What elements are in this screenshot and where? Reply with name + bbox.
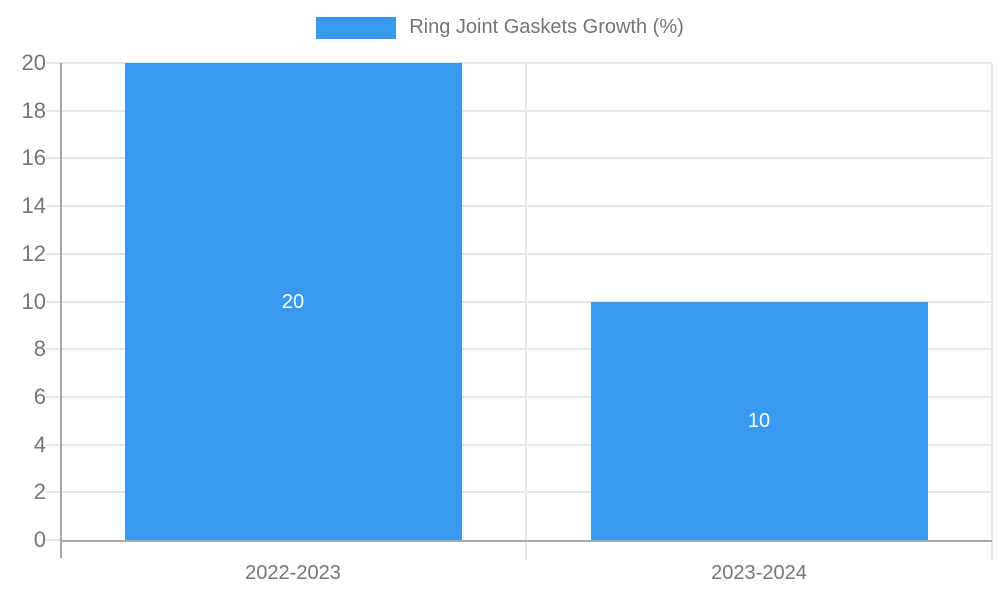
category-separator bbox=[525, 63, 527, 560]
y-tick-label: 2 bbox=[33, 479, 46, 505]
plot-area: 0 2 4 6 8 10 12 14 16 18 20 20 10 2022-2023 2023-2024 bbox=[22, 50, 993, 584]
bar: 10 bbox=[590, 301, 928, 540]
x-axis-line bbox=[60, 540, 992, 542]
category-separator bbox=[991, 63, 993, 560]
legend-label: Ring Joint Gaskets Growth (%) bbox=[409, 16, 684, 38]
y-tick-label: 16 bbox=[21, 145, 46, 171]
y-tick-mark bbox=[46, 300, 60, 303]
x-tick-label: 2022-2023 bbox=[245, 562, 341, 584]
bar-value-label: 10 bbox=[747, 409, 771, 432]
y-tick-mark bbox=[46, 348, 60, 351]
y-tick-label: 10 bbox=[21, 288, 46, 314]
bar: 20 bbox=[124, 63, 462, 540]
y-tick-mark bbox=[46, 395, 60, 398]
y-tick-mark bbox=[46, 62, 60, 64]
y-tick-label: 6 bbox=[33, 383, 46, 409]
y-tick-label: 14 bbox=[21, 193, 46, 219]
y-tick-mark bbox=[46, 205, 60, 208]
chart-legend: Ring Joint Gaskets Growth (%) bbox=[0, 16, 1000, 39]
y-tick-label: 4 bbox=[33, 431, 46, 457]
y-tick-mark bbox=[46, 109, 60, 112]
y-tick-label: 0 bbox=[33, 527, 46, 552]
y-tick-mark bbox=[46, 491, 60, 494]
y-tick-mark bbox=[46, 539, 60, 541]
bar-value-label: 20 bbox=[281, 290, 305, 313]
y-tick-label: 20 bbox=[21, 50, 46, 75]
y-tick-mark bbox=[46, 157, 60, 160]
y-tick-label: 18 bbox=[21, 97, 46, 123]
legend-swatch bbox=[316, 16, 397, 39]
y-tick-mark bbox=[46, 443, 60, 446]
y-tick-mark bbox=[46, 252, 60, 255]
y-tick-label: 8 bbox=[33, 336, 46, 362]
y-axis-line bbox=[60, 63, 62, 558]
x-tick-label: 2023-2024 bbox=[711, 562, 807, 584]
y-tick-label: 12 bbox=[21, 240, 46, 266]
